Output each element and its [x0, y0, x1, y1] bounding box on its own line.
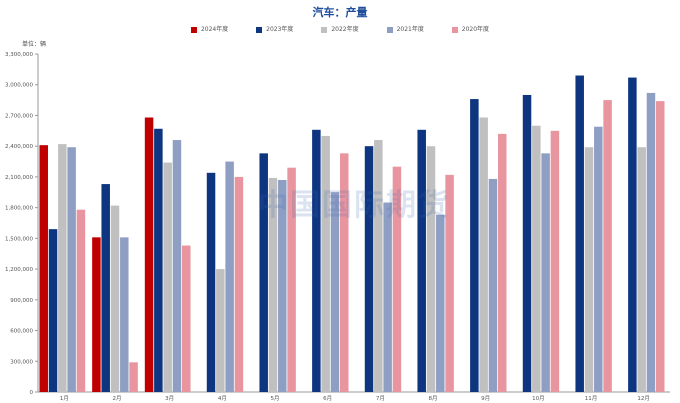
x-tick-label: 6月	[323, 395, 332, 402]
legend-item-2022[interactable]: 2022年度	[321, 24, 359, 33]
y-tick-label: 2,700,000	[5, 113, 33, 119]
bar-2024年度	[39, 145, 48, 392]
x-tick-label: 1月	[60, 395, 69, 402]
bar-2021年度	[594, 126, 603, 392]
bar-2021年度	[172, 140, 182, 392]
legend-swatch-2024	[190, 26, 197, 33]
unit-label: 单位：辆	[22, 41, 47, 48]
bar-2023年度	[364, 146, 374, 392]
legend-swatch-2022	[321, 26, 328, 33]
bar-2020年度	[287, 167, 296, 392]
y-tick-label: 2,400,000	[5, 144, 33, 150]
legend-item-2020[interactable]: 2020年度	[451, 24, 490, 33]
bar-2022年度	[110, 205, 120, 392]
bar-2020年度	[392, 166, 402, 392]
y-tick-label: 900,000	[10, 298, 33, 304]
bar-2021年度	[120, 237, 129, 392]
legend-swatch-2021	[386, 26, 393, 33]
bar-2021年度	[541, 153, 550, 392]
legend-item-2023[interactable]: 2023年度	[256, 24, 293, 33]
bar-2022年度	[584, 147, 594, 392]
y-tick-label: 3,000,000	[5, 83, 33, 89]
bar-2023年度	[628, 77, 637, 392]
legend-label-2023: 2023年度	[266, 26, 294, 33]
bar-2023年度	[312, 129, 321, 392]
bar-2020年度	[182, 245, 191, 392]
bar-2020年度	[498, 133, 507, 392]
legend-swatch-2020	[451, 26, 458, 33]
bar-2021年度	[383, 202, 392, 392]
bar-2021年度	[225, 161, 234, 392]
bar-2020年度	[656, 101, 665, 393]
bar-2023年度	[206, 172, 216, 392]
bar-2024年度	[92, 237, 101, 392]
y-tick-label: 1,800,000	[5, 206, 33, 212]
bar-2022年度	[321, 135, 330, 392]
bar-2022年度	[637, 147, 646, 392]
bar-2022年度	[58, 144, 67, 392]
bar-2021年度	[278, 179, 287, 392]
bar-2022年度	[268, 177, 278, 392]
x-tick-label: 11月	[585, 395, 598, 402]
x-tick-label: 2月	[113, 395, 122, 402]
bar-2021年度	[646, 92, 656, 393]
y-tick-label: 3,300,000	[5, 52, 33, 58]
legend-label-2022: 2022年度	[331, 26, 359, 33]
bar-2021年度	[330, 192, 340, 392]
legend-label-2020: 2020年度	[461, 26, 490, 33]
bar-2022年度	[479, 117, 488, 393]
bar-2020年度	[550, 130, 560, 392]
bar-2023年度	[575, 75, 584, 392]
bar-2023年度	[522, 94, 532, 392]
y-tick-label: 600,000	[10, 329, 33, 335]
bar-2022年度	[374, 140, 383, 392]
bar-2023年度	[259, 153, 268, 392]
bar-2023年度	[101, 184, 110, 392]
y-tick-label: 1,500,000	[5, 236, 33, 242]
legend-swatch-2023	[256, 26, 263, 33]
x-tick-label: 9月	[481, 395, 490, 402]
x-tick-label: 4月	[218, 395, 227, 402]
y-tick-label: 300,000	[10, 359, 33, 365]
bar-2020年度	[445, 174, 454, 392]
legend-item-2024[interactable]: 2024年度	[190, 24, 229, 33]
x-tick-label: 10月	[532, 395, 545, 402]
x-tick-label: 3月	[165, 395, 174, 402]
bar-2022年度	[426, 146, 436, 392]
bar-2023年度	[48, 229, 58, 392]
legend-item-2021[interactable]: 2021年度	[386, 24, 424, 33]
legend-label-2021: 2021年度	[396, 26, 424, 33]
x-tick-label: 7月	[376, 395, 385, 402]
x-tick-label: 12月	[637, 395, 650, 402]
bar-2021年度	[67, 147, 76, 392]
legend-label-2024: 2024年度	[200, 26, 229, 33]
y-tick-label: 2,100,000	[5, 175, 33, 181]
bar-2020年度	[129, 362, 138, 392]
legend: 2024年度 2023年度 2022年度 2021年度 2020年度	[0, 24, 680, 33]
bar-2021年度	[488, 178, 498, 392]
bar-2022年度	[163, 162, 172, 392]
y-tick-label: 1,200,000	[5, 267, 33, 273]
bar-2023年度	[154, 128, 163, 392]
bar-2023年度	[470, 99, 479, 393]
bar-2021年度	[436, 214, 445, 392]
x-tick-label: 8月	[429, 395, 438, 402]
chart-title: 汽车：产量	[312, 6, 368, 19]
bar-2023年度	[417, 129, 426, 392]
x-tick-label: 5月	[271, 395, 280, 402]
bar-2020年度	[234, 176, 244, 392]
bar-2024年度	[144, 117, 154, 393]
bar-2020年度	[340, 153, 349, 392]
bar-2020年度	[76, 209, 86, 392]
y-tick-label: 0	[30, 390, 34, 396]
bar-2022年度	[532, 125, 541, 393]
bar-2022年度	[216, 269, 225, 392]
bar-2020年度	[603, 100, 612, 392]
